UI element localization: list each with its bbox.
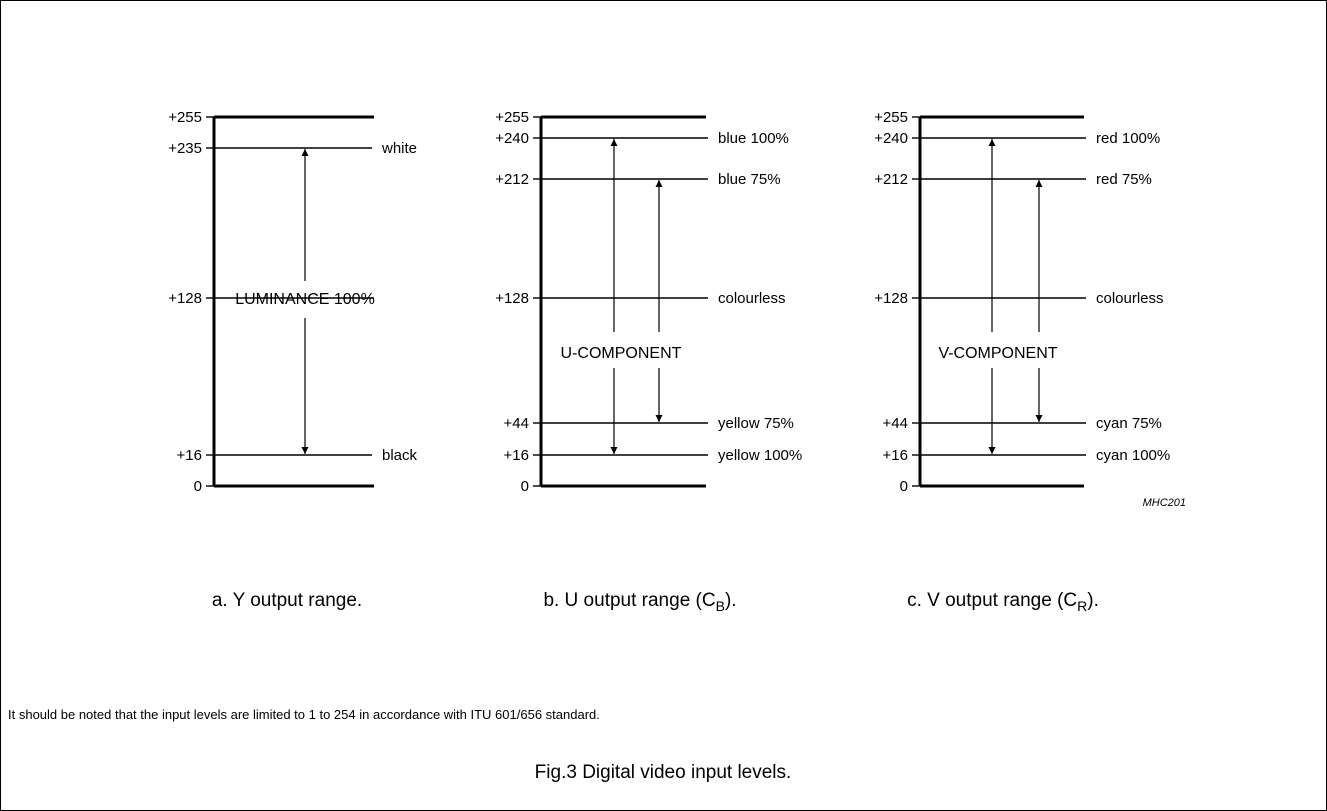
tick-label-0: 0	[194, 478, 202, 495]
figure-note: It should be noted that the input levels…	[8, 707, 600, 722]
tick-label-128: +128	[874, 290, 908, 307]
tick-label-128: +128	[168, 290, 202, 307]
tick-label-16: +16	[504, 447, 529, 464]
panel-y: +255 +235 white +128 +16 black 0 LUMINANCE 100%…	[168, 109, 417, 611]
tick-label-240: +240	[874, 130, 908, 147]
tick-label-255: +255	[168, 109, 202, 126]
level-label-16: cyan 100%	[1096, 447, 1170, 464]
panel-v: +255 +240 red 100% +212 red 75% +128 colourles…	[874, 109, 1170, 614]
level-label-16: yellow 100%	[718, 447, 802, 464]
tick-label-255: +255	[874, 109, 908, 126]
level-label-44: yellow 75%	[718, 415, 794, 432]
level-label-235: white	[381, 140, 417, 157]
figure-code: MHC201	[1143, 497, 1186, 509]
level-label-212: red 75%	[1096, 171, 1152, 188]
tick-label-16: +16	[177, 447, 202, 464]
tick-label-212: +212	[874, 171, 908, 188]
component-label: V-COMPONENT	[938, 345, 1057, 362]
panel-u: +255 +240 blue 100% +212 blue 75% +128 colourl…	[495, 109, 802, 614]
figure-title: Fig.3 Digital video input levels.	[535, 762, 792, 783]
level-label-240: blue 100%	[718, 130, 789, 147]
tick-label-255: +255	[495, 109, 529, 126]
tick-label-44: +44	[883, 415, 908, 432]
component-label: U-COMPONENT	[561, 345, 682, 362]
tick-label-44: +44	[504, 415, 529, 432]
level-label-128: colourless	[718, 290, 786, 307]
level-label-240: red 100%	[1096, 130, 1160, 147]
panel-caption: c. V output range (CR).	[907, 590, 1099, 614]
level-label-44: cyan 75%	[1096, 415, 1162, 432]
level-label-212: blue 75%	[718, 171, 781, 188]
tick-label-16: +16	[883, 447, 908, 464]
panel-caption: b. U output range (CB).	[543, 590, 736, 614]
panel-caption: a. Y output range.	[212, 590, 362, 611]
level-label-128: colourless	[1096, 290, 1164, 307]
tick-label-240: +240	[495, 130, 529, 147]
tick-label-212: +212	[495, 171, 529, 188]
tick-label-0: 0	[521, 478, 529, 495]
tick-label-235: +235	[168, 140, 202, 157]
level-label-16: black	[382, 447, 418, 464]
tick-label-0: 0	[900, 478, 908, 495]
tick-label-128: +128	[495, 290, 529, 307]
component-label: LUMINANCE 100%	[235, 291, 375, 308]
